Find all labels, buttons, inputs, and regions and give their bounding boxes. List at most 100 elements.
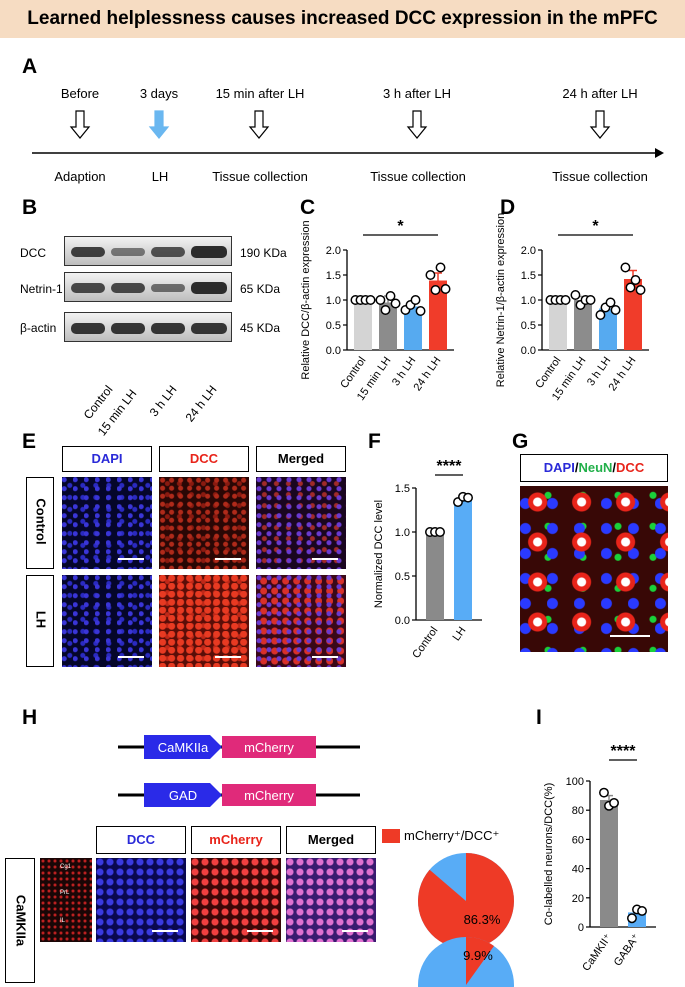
timeline-arrow-lh xyxy=(148,110,170,139)
timeline-arrowhead xyxy=(655,148,664,158)
y-tick-label: 0.0 xyxy=(521,345,536,357)
data-point xyxy=(605,297,616,308)
pie-slice-other xyxy=(418,853,514,949)
chart-i: 0 20 40 60 80 100 CaMKII⁺GABA⁺ Co-labelled neur… xyxy=(543,743,656,974)
data-point xyxy=(380,305,391,315)
panel-label-f: F xyxy=(368,430,381,453)
data-point xyxy=(627,913,637,924)
bar xyxy=(404,306,422,350)
y-axis-label: Relative Netrin-1/β-actin expression xyxy=(495,213,507,387)
micrograph-control-dcc xyxy=(159,477,249,569)
data-point xyxy=(560,295,571,305)
data-point xyxy=(425,270,436,280)
data-point xyxy=(430,285,441,295)
region-label: PrL xyxy=(60,890,70,896)
promoter-arrow-gad xyxy=(144,783,222,807)
label-neun: NeuN xyxy=(578,460,613,475)
pie-slice-positive xyxy=(466,937,494,985)
reporter-label: mCherry xyxy=(244,788,294,803)
label-dapi: DAPI xyxy=(543,460,575,475)
row-header-lh: LH xyxy=(26,575,54,667)
micrograph-dapi-neun-dcc xyxy=(520,486,668,652)
pie-slice-positive xyxy=(418,853,514,949)
promoter-label: CaMKIIa xyxy=(157,740,209,755)
legend-swatch xyxy=(382,829,400,843)
panel-label-h: H xyxy=(22,706,38,729)
col-header-mcherry: mCherry xyxy=(191,826,281,854)
micrograph-camkiia-dcc xyxy=(96,858,186,942)
micrograph-lh-dapi xyxy=(62,575,152,667)
data-point xyxy=(390,298,401,309)
y-tick-label: 0 xyxy=(578,922,584,934)
y-axis-label: Co-labelled neurons/DCC(%) xyxy=(543,783,555,925)
y-tick-label: 40 xyxy=(572,864,584,876)
y-tick-label: 0.5 xyxy=(326,320,341,332)
reporter-label: mCherry xyxy=(244,740,294,755)
data-point xyxy=(630,275,641,285)
timeline-top-label: 24 h after LH xyxy=(562,86,638,101)
data-point xyxy=(385,291,396,301)
timeline-bottom-label: Adaption xyxy=(54,169,106,184)
y-tick-label: 1.0 xyxy=(521,295,536,307)
x-tick-label: LH xyxy=(451,625,469,643)
micrograph-lh-merged xyxy=(256,575,346,667)
data-point xyxy=(410,295,421,305)
y-tick-label: 2.0 xyxy=(326,245,341,257)
reporter-box-camk xyxy=(222,736,316,758)
row-header-camkiia: CaMKIIa xyxy=(5,858,35,983)
data-point xyxy=(599,787,609,798)
micrograph-control-merged xyxy=(256,477,346,569)
x-tick-label: CaMKII⁺ xyxy=(580,932,614,974)
y-tick-label: 1.5 xyxy=(395,483,410,495)
bar xyxy=(600,799,618,927)
wb-strip-dcc xyxy=(64,236,232,266)
panel-label-c: C xyxy=(300,196,316,219)
timeline-top-label: 3 days xyxy=(139,86,179,101)
data-point xyxy=(595,310,606,320)
data-point xyxy=(463,492,473,503)
reporter-box-gad xyxy=(222,784,316,806)
significance-marker: **** xyxy=(437,458,463,475)
y-tick-label: 1.5 xyxy=(326,270,341,282)
y-tick-label: 0.5 xyxy=(521,320,536,332)
data-point xyxy=(637,905,647,916)
wb-row-label: Netrin-1 xyxy=(20,282,63,296)
label-sep: / xyxy=(574,460,579,475)
x-tick-label: Control xyxy=(410,625,440,661)
y-tick-label: 1.5 xyxy=(521,270,536,282)
panel-label-d: D xyxy=(500,196,516,219)
y-tick-label: 2.0 xyxy=(521,245,536,257)
timeline-bottom-label: Tissue collection xyxy=(212,169,308,184)
timeline-top-label: 15 min after LH xyxy=(215,86,305,101)
label-dcc: DCC xyxy=(616,460,645,475)
y-axis-label: Normalized DCC level xyxy=(373,500,385,608)
micrograph-lh-dcc xyxy=(159,575,249,667)
timeline-top-label: Before xyxy=(60,86,100,101)
data-point xyxy=(435,262,446,273)
label-sep: / xyxy=(612,460,617,475)
panel-label-i: I xyxy=(536,706,542,729)
micrograph-camkiia-mcherry xyxy=(191,858,281,942)
panel-label-b: B xyxy=(22,196,38,219)
y-tick-label: 20 xyxy=(572,893,584,905)
bar xyxy=(426,532,444,620)
timeline-bottom-label: Tissue collection xyxy=(552,169,648,184)
y-tick-label: 0.0 xyxy=(326,345,341,357)
data-point xyxy=(415,306,426,316)
timeline-arrow-3h xyxy=(406,110,428,139)
col-header-dapi: DAPI xyxy=(62,446,152,472)
y-tick-label: 0.5 xyxy=(395,571,410,583)
pie-slice-other xyxy=(418,937,514,987)
region-label: IL xyxy=(60,918,66,924)
wb-size-label: 45 KDa xyxy=(240,321,281,335)
wb-size-label: 190 KDa xyxy=(240,246,287,260)
panel-label-e: E xyxy=(22,430,37,453)
data-point xyxy=(375,295,386,305)
col-header-merged: Merged xyxy=(286,826,376,854)
data-point xyxy=(365,295,376,305)
data-point xyxy=(435,527,445,537)
data-point xyxy=(570,290,581,300)
data-point xyxy=(635,285,646,295)
